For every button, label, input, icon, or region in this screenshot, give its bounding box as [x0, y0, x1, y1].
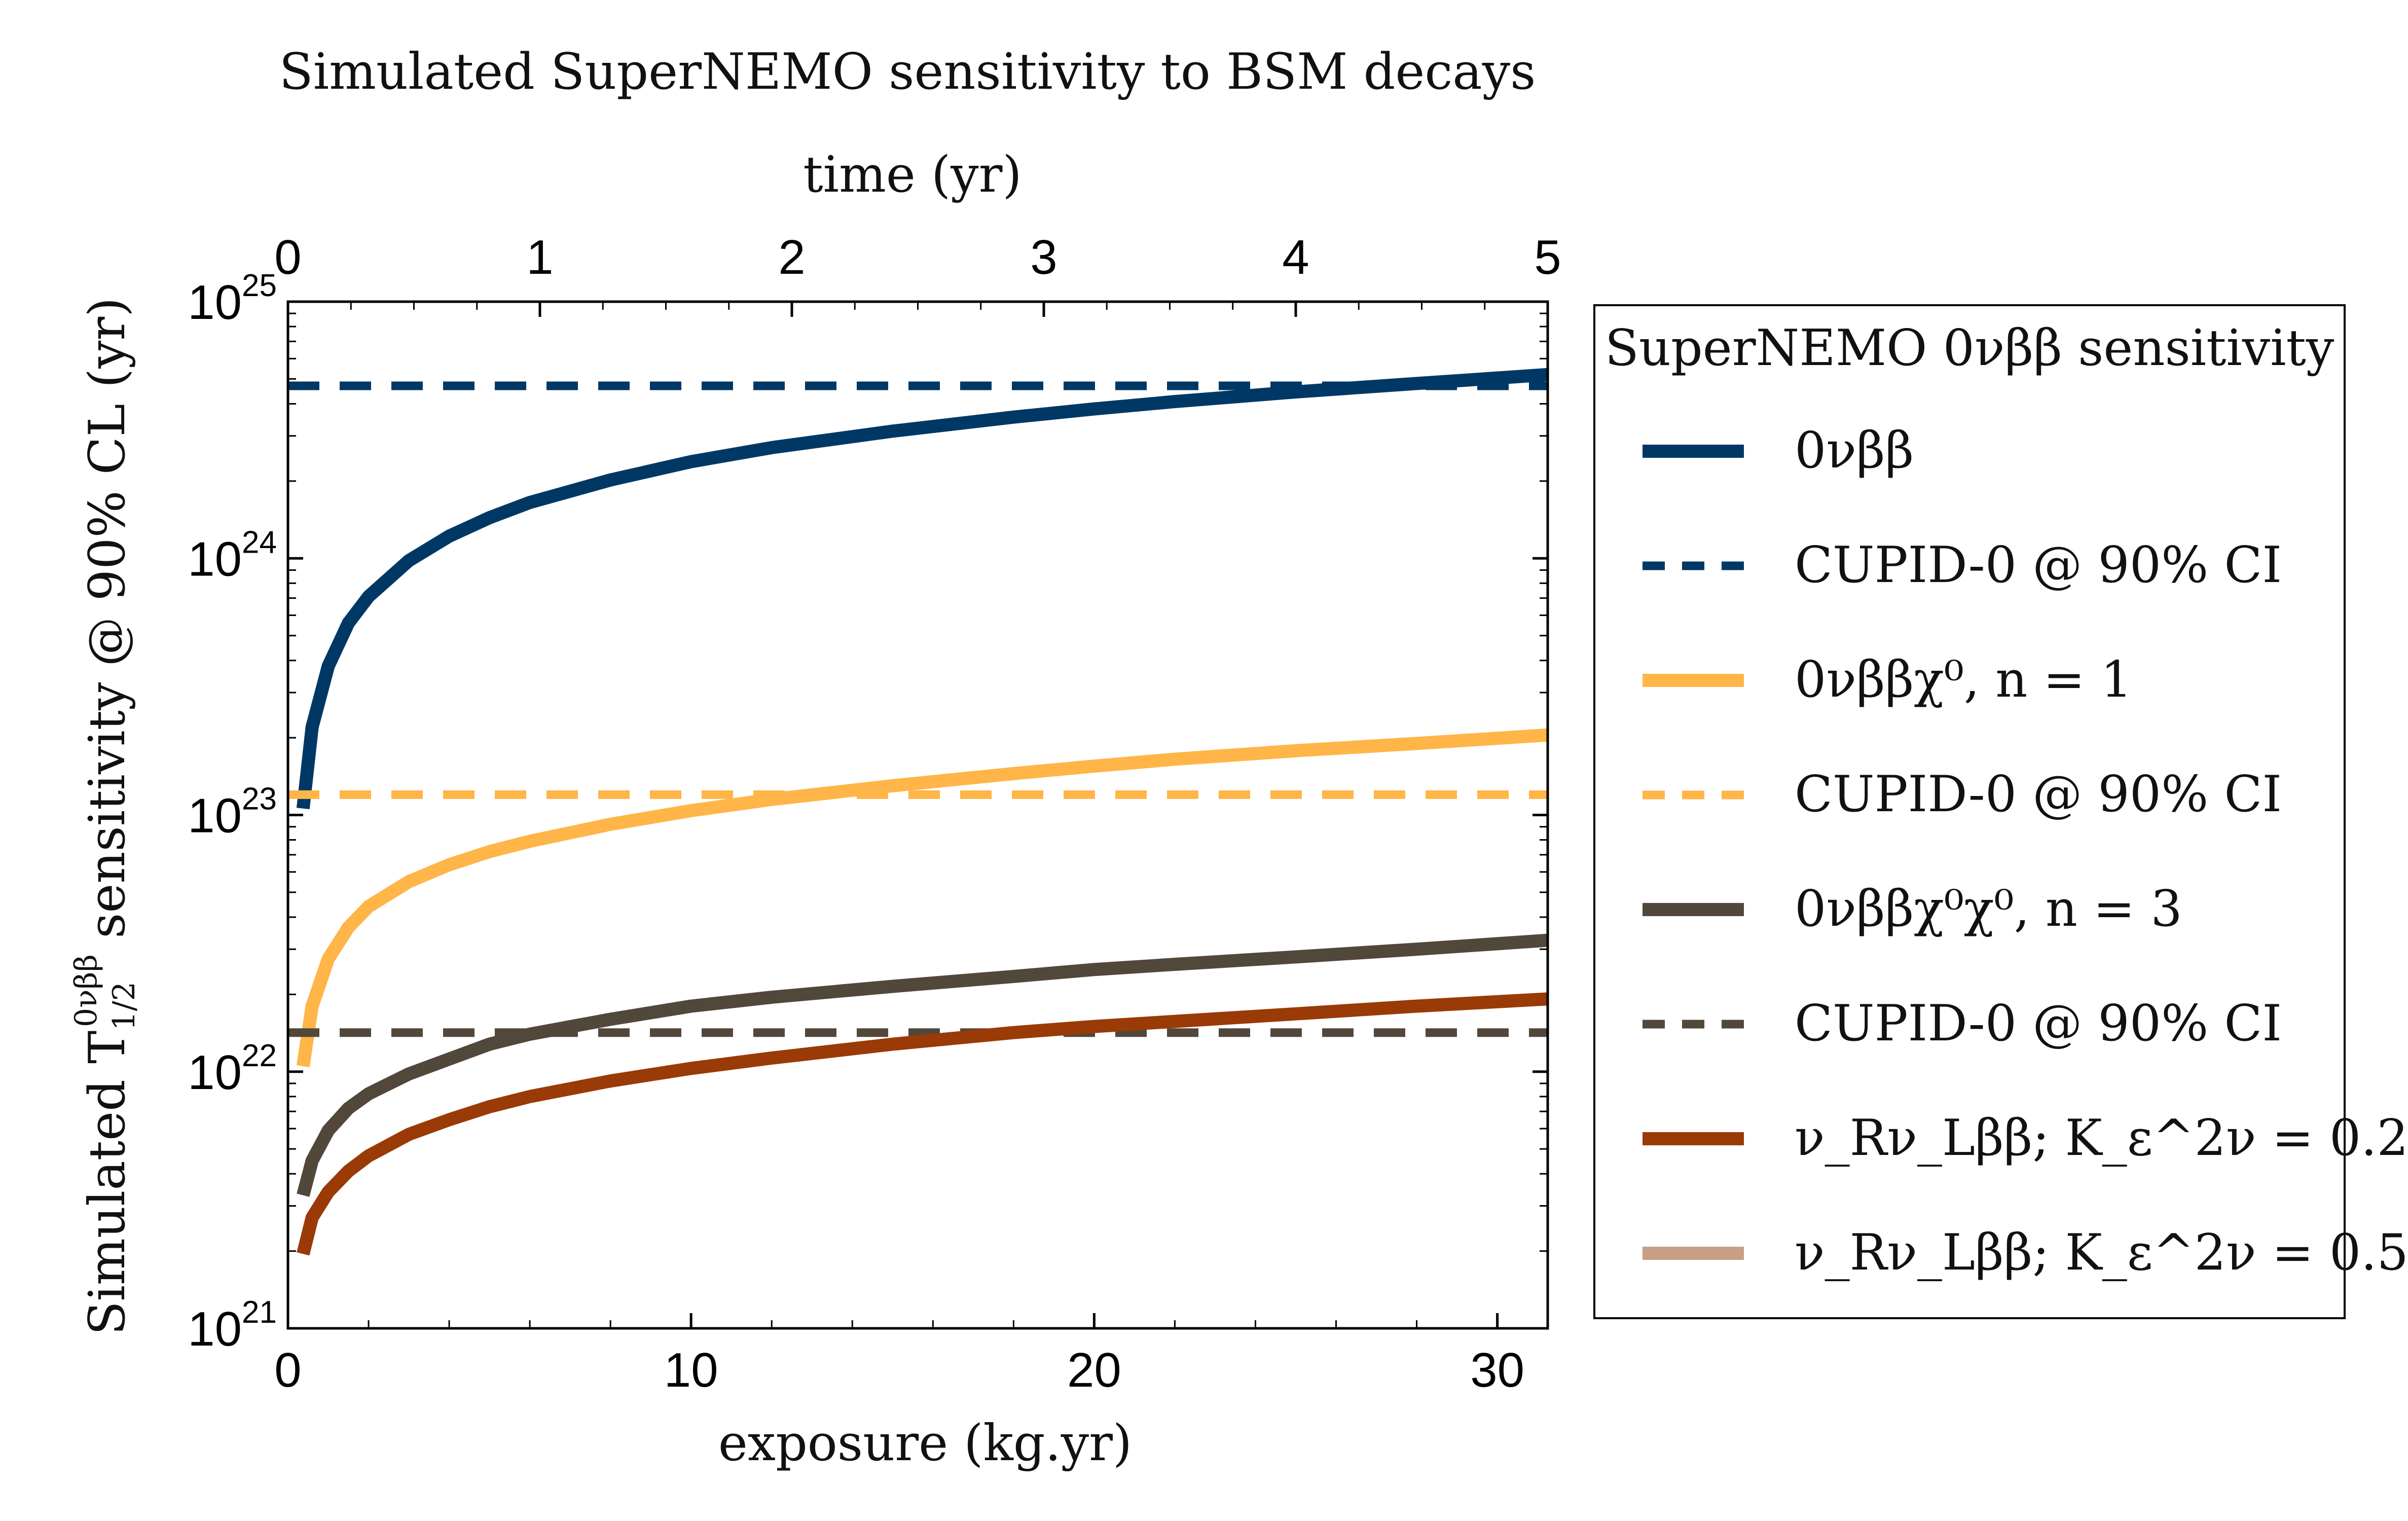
legend-label: 0νββ: [1795, 422, 1914, 480]
x2-tick-label: 3: [1030, 230, 1057, 284]
x-tick-label: 0: [274, 1343, 301, 1397]
y-tick-label: 1024: [188, 525, 277, 586]
legend-title: SuperNEMO 0νββ sensitivity: [1605, 319, 2334, 377]
plot-frame: [286, 300, 1549, 1330]
x2-tick-label: 2: [778, 230, 805, 284]
legend-label: CUPID-0 @ 90% CI: [1795, 995, 2282, 1053]
x-tick-label: 10: [664, 1343, 718, 1397]
y-axis-label-sup: 0νββ: [68, 954, 104, 1027]
y-axis-label: Simulated T1/20νββ sensitivity @ 90% CL …: [68, 297, 142, 1335]
y-axis-label-sub: 1/2: [106, 982, 142, 1031]
y-axis-label-rest: sensitivity @ 90% CL (yr): [79, 297, 136, 954]
x2-tick-label: 1: [526, 230, 553, 284]
legend-label: 0νββχ⁰χ⁰, n = 3: [1795, 880, 2182, 938]
y-tick-label: 1025: [188, 268, 277, 330]
x-tick-label: 20: [1067, 1343, 1121, 1397]
y-tick-label: 1022: [188, 1038, 277, 1100]
top-axis-label: time (yr): [803, 146, 1021, 204]
legend-label: 0νββχ⁰, n = 1: [1795, 651, 2132, 709]
series-line: [296, 368, 1548, 810]
legend-box: [1593, 304, 2346, 1319]
y-tick-label: 1021: [188, 1295, 277, 1356]
x2-tick-label: 5: [1534, 230, 1561, 284]
axes-ticks: 0 10 20 30 0 1 2 3 4 5 1021 1022 1023 1024 1025: [188, 230, 1561, 1397]
x-tick-label: 30: [1470, 1343, 1524, 1397]
series-line: [297, 933, 1548, 1197]
series-line: [296, 728, 1548, 1067]
x2-tick-label: 4: [1282, 230, 1309, 284]
legend-label: CUPID-0 @ 90% CI: [1795, 766, 2282, 823]
chart-title: Simulated SuperNEMO sensitivity to BSM d…: [279, 43, 1536, 101]
y-axis-label-main: Simulated T: [79, 1031, 136, 1335]
x2-tick-label: 0: [274, 230, 301, 284]
series-layer: [288, 368, 1548, 1256]
legend: SuperNEMO 0νββ sensitivity 0νββ CUPID-0 @…: [1593, 304, 2408, 1319]
legend-label: ν_Rν_Lββ; K_ε^2ν = 0.50: [1795, 1224, 2408, 1282]
series-line: [297, 992, 1548, 1256]
legend-label: ν_Rν_Lββ; K_ε^2ν = 0.20: [1795, 1109, 2408, 1167]
legend-label: CUPID-0 @ 90% CI: [1795, 536, 2282, 594]
x-axis-label: exposure (kg.yr): [718, 1415, 1132, 1472]
y-tick-label: 1023: [188, 782, 277, 843]
